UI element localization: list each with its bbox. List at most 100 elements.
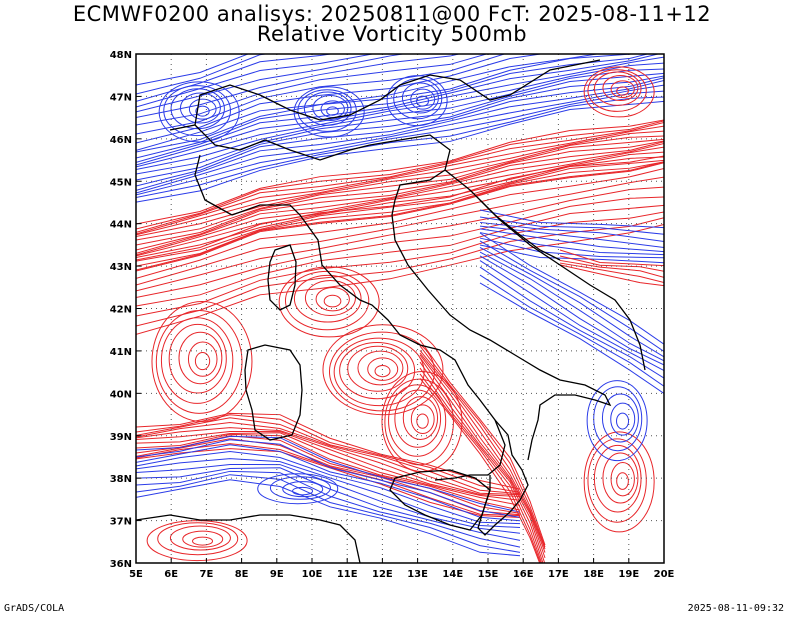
lat-tick-label: 39N — [110, 432, 132, 443]
positive-contour — [587, 438, 647, 523]
positive-contour — [419, 367, 543, 563]
positive-contour — [136, 168, 664, 279]
positive-contour — [136, 186, 664, 292]
positive-contour — [136, 417, 521, 495]
positive-contour — [583, 66, 655, 118]
positive-contour — [169, 525, 231, 551]
negative-contour — [158, 81, 240, 143]
positive-contour — [136, 176, 664, 286]
positive-contour — [136, 224, 664, 335]
negative-contour — [269, 476, 331, 500]
positive-contour — [419, 339, 546, 546]
positive-contour — [293, 274, 362, 323]
negative-contour — [479, 232, 664, 256]
lat-tick-label: 37N — [110, 517, 132, 528]
positive-contour — [339, 341, 416, 400]
lon-tick-label: 17E — [548, 569, 569, 580]
positive-contour — [593, 71, 642, 106]
positive-contour — [194, 352, 211, 371]
negative-contour — [303, 91, 352, 126]
lon-tick-label: 15E — [478, 569, 499, 580]
positive-contour — [146, 520, 248, 562]
lat-tick-label: 40N — [110, 389, 132, 400]
negative-contour — [188, 98, 217, 120]
positive-contour — [419, 357, 546, 563]
negative-contour — [136, 470, 521, 548]
positive-contour — [168, 323, 227, 394]
coastlines-borders — [136, 59, 646, 563]
negative-contour — [163, 85, 231, 137]
lat-tick-label: 38N — [110, 474, 132, 485]
positive-contour — [136, 196, 664, 299]
negative-contour — [593, 386, 643, 452]
title-line-2: Relative Vorticity 500mb — [256, 22, 528, 46]
lon-tick-label: 14E — [442, 569, 463, 580]
lat-tick-label: 43N — [110, 262, 132, 273]
negative-contour — [170, 88, 225, 130]
positive-contour — [384, 378, 454, 466]
positive-contour — [559, 262, 664, 283]
lat-tick-label: 47N — [110, 92, 132, 103]
negative-contour — [136, 458, 521, 529]
positive-contour — [136, 155, 664, 261]
negative-contour — [136, 80, 664, 191]
positive-contour — [136, 204, 664, 307]
negative-contour — [479, 216, 664, 235]
negative-contour — [479, 282, 664, 394]
negative-contour — [136, 54, 335, 102]
negative-contour — [479, 240, 664, 352]
lon-tick-label: 11E — [337, 569, 358, 580]
positive-contour — [151, 301, 253, 423]
longitude-ticks: 5E 6E 7E 8E 9E 10E 11E 12E 13E 14E 15E 16E 17E 18E 19E… — [129, 558, 675, 580]
footer-timestamp: 2025-08-11-09:32 — [687, 603, 784, 614]
lon-tick-label: 6E — [164, 569, 178, 580]
positive-contour — [136, 211, 664, 317]
negative-contour — [586, 380, 648, 462]
positive-contour — [610, 462, 635, 497]
negative-contour — [136, 474, 521, 553]
lat-tick-label: 41N — [110, 347, 132, 358]
lat-tick-label: 45N — [110, 177, 132, 188]
positive-contour — [136, 427, 521, 498]
positive-contour — [157, 522, 239, 556]
lon-tick-label: 8E — [235, 569, 249, 580]
negative-contour — [136, 75, 664, 181]
lat-tick-label: 46N — [110, 135, 132, 146]
lon-tick-label: 7E — [200, 569, 214, 580]
positive-contour — [410, 404, 435, 434]
positive-contour — [136, 143, 664, 254]
negative-contour — [136, 54, 634, 153]
negative-contour — [136, 72, 664, 175]
lon-tick-label: 12E — [372, 569, 393, 580]
negative-contour — [136, 54, 269, 95]
negative-contour — [610, 402, 636, 436]
positive-contour — [315, 287, 350, 312]
positive-contour — [322, 324, 444, 416]
positive-contour — [136, 159, 664, 262]
positive-contour — [328, 331, 435, 412]
negative-contour — [136, 479, 521, 557]
positive-contour — [136, 138, 664, 241]
positive-contour — [419, 378, 541, 563]
positive-contour — [602, 75, 639, 102]
negative-contour — [136, 463, 521, 534]
positive-contour — [583, 431, 655, 533]
negative-contour — [282, 481, 324, 498]
positive-contour — [602, 452, 639, 504]
footer-software-label: GrADS/COLA — [4, 603, 65, 614]
positive-contour — [374, 364, 391, 378]
positive-contour — [419, 354, 546, 559]
negative-contour — [479, 225, 664, 248]
negative-contour — [479, 260, 664, 372]
lon-tick-label: 18E — [583, 569, 604, 580]
negative-contour — [416, 95, 430, 107]
negative-contour — [479, 221, 664, 242]
lon-tick-label: 10E — [302, 569, 323, 580]
positive-contour — [419, 361, 544, 563]
negative-contour — [326, 106, 339, 116]
vorticity-contours — [136, 54, 664, 563]
positive-contour — [182, 530, 224, 548]
negative-contour — [136, 96, 664, 199]
positive-contour — [416, 413, 429, 429]
